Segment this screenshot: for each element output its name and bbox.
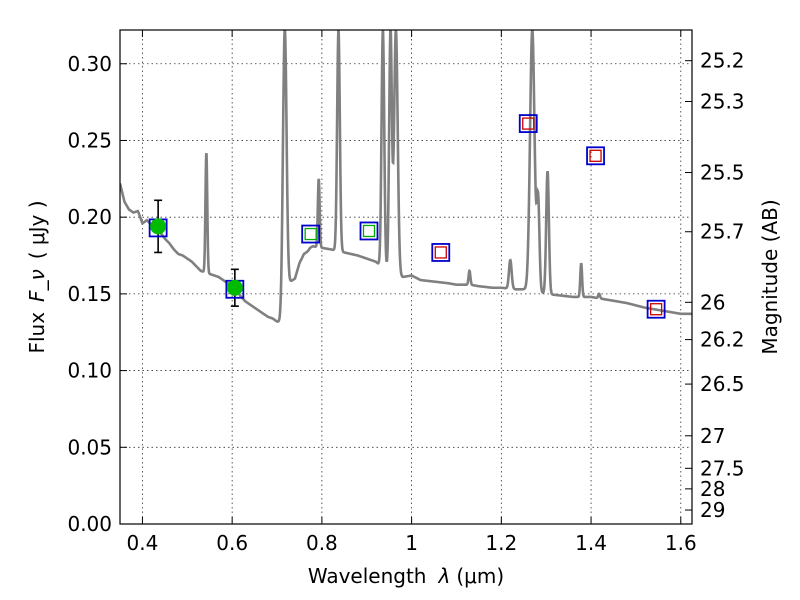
y2-tick-label: 26.2 [700, 328, 745, 352]
y-axis-symbol: F_ν [25, 269, 49, 302]
y2-tick-label: 29 [700, 498, 725, 522]
y2-tick-label: 25.5 [700, 161, 745, 185]
model-spectrum-layer [120, 30, 692, 323]
x-tick-labels: 0.4 0.6 0.8 1 1.2 1.4 1.6 [127, 531, 697, 555]
y2-tick-label: 25.7 [700, 220, 745, 244]
x-tick-label: 1.6 [665, 531, 697, 555]
y2-tick-label: 27.5 [700, 456, 745, 480]
synthetic-photometry-point [522, 117, 535, 130]
x-tick-label: 0.6 [216, 531, 248, 555]
y-tick-label: 0.00 [67, 512, 112, 536]
model-photometry-box [431, 243, 451, 262]
observed-point [226, 279, 243, 296]
y-axis-unit: ( μJy ) [25, 200, 49, 259]
x-tick-label: 0.8 [306, 531, 338, 555]
y-tick-label: 0.30 [67, 52, 112, 76]
x-tick-label: 1.2 [485, 531, 517, 555]
x-tick-label: 1.4 [575, 531, 607, 555]
plot-frame [119, 29, 693, 525]
y2-tick-label: 27 [700, 424, 725, 448]
synthetic-photometry-point [589, 149, 602, 162]
y2-tick-label: 25.2 [700, 49, 745, 73]
synthetic-photometry-point [649, 303, 663, 316]
ticks [120, 30, 692, 525]
model-photometry-box [646, 299, 666, 319]
model-photometry-box [301, 224, 321, 244]
y2-axis-title: Magnitude (AB) [758, 199, 782, 354]
model-photometry-box [518, 114, 538, 133]
synthetic-photometry-point [434, 246, 447, 259]
x-axis-symbol: λ [438, 564, 451, 588]
synthetic-photometry-point [304, 227, 317, 241]
y-tick-label: 0.10 [67, 359, 112, 383]
data-points-layer [148, 114, 666, 319]
x-axis-title: Wavelength λ (μm) [308, 564, 504, 588]
model-photometry-box [359, 221, 379, 241]
model-photometry-box [586, 146, 605, 166]
y-tick-label: 0.25 [67, 128, 112, 152]
y2-tick-label: 26 [700, 290, 725, 314]
synthetic-photometry-point [362, 224, 376, 238]
y-tick-label: 0.15 [67, 282, 112, 306]
x-axis-unit: (μm) [456, 564, 504, 588]
y-axis-title: Flux F_ν ( μJy ) [25, 200, 49, 353]
x-tick-label: 1 [405, 531, 418, 555]
y-tick-label: 0.05 [67, 435, 112, 459]
y-axis-label: Flux [25, 312, 49, 354]
x-axis-label: Wavelength [308, 564, 427, 588]
y-tick-label: 0.20 [67, 205, 112, 229]
observed-point [150, 218, 167, 235]
x-tick-label: 0.4 [127, 531, 159, 555]
y2-tick-label: 26.5 [700, 372, 745, 396]
y2-tick-label: 28 [700, 477, 725, 501]
y-tick-labels: 0.00 0.05 0.10 0.15 0.20 0.25 0.30 [67, 52, 112, 536]
model-spectrum-line [120, 30, 692, 323]
y2-tick-label: 25.3 [700, 89, 745, 113]
